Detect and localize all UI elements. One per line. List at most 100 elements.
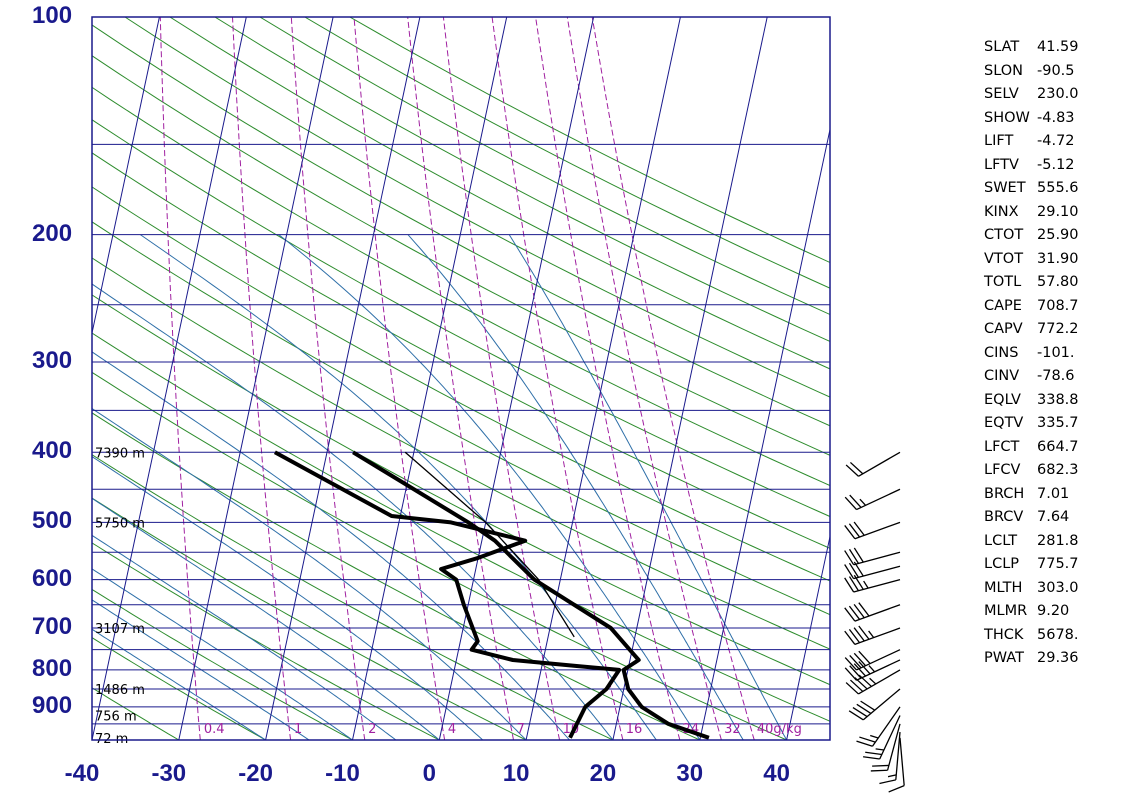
height-label: 3107 m [95,622,145,637]
dry-adiabat [92,186,830,582]
index-name: CINS [984,344,1019,361]
barb-full [870,769,888,772]
index-name: PWAT [984,650,1024,666]
temperature-tick-label: -40 [64,760,100,787]
barb-full [848,576,860,592]
barb-full [845,464,859,477]
mixing-ratio-label: 4 [448,722,456,737]
barb-full [845,682,859,695]
mixing-ratio-label: 1 [294,722,302,737]
parcel-trace [404,451,575,638]
wind-barb [844,659,901,681]
index-value: 57.80 [1037,274,1079,290]
index-name: CAPV [984,321,1023,337]
index-row: MLMR 9.20 [984,600,1097,624]
index-row: CTOT 25.90 [984,224,1097,248]
wind-barb [845,669,901,695]
barb-full [848,562,860,578]
barb-full [844,630,856,645]
pressure-tick-label: 600 [32,564,73,592]
index-value: 25.90 [1037,227,1079,243]
index-row: MLTH 303.0 [984,577,1097,601]
index-value: 775.7 [1037,556,1079,572]
index-name: CTOT [984,227,1024,243]
index-value: 9.20 [1037,603,1070,619]
index-name: EQLV [984,391,1021,408]
index-name: SWET [984,180,1026,196]
index-row: THCK 5678. [984,624,1097,648]
temperature-tick-label: -10 [325,760,360,787]
index-name: VTOT [984,250,1024,267]
dry-adiabat [169,17,830,370]
barb-staff [871,706,901,747]
index-value: 29.36 [1037,650,1079,666]
barb-full [844,607,856,622]
index-row: LIFT -4.72 [984,130,1097,154]
barb-full [848,710,864,721]
index-name: EQTV [984,415,1024,431]
index-name: LCLT [984,532,1018,549]
pressure-tick-label: 500 [32,507,73,535]
index-value: -101. [1037,344,1075,361]
barb-half [869,677,877,685]
index-value: 5678. [1037,626,1079,643]
index-value: 303.0 [1037,579,1079,596]
barb-full [854,677,868,690]
wind-barbs [844,451,905,793]
mixing-ratio-label: 16 [626,722,643,737]
index-value: 31.90 [1037,250,1079,267]
index-row: CAPV 772.2 [984,318,1097,342]
index-name: LFCV [984,462,1021,478]
barb-full [848,523,861,538]
isotherm [786,534,830,740]
barb-full [858,674,872,687]
barb-full [849,461,864,475]
barb-half [868,665,876,673]
pressure-tick-label: 800 [32,654,73,682]
barb-staff [856,649,901,671]
wind-barb [879,731,901,785]
height-label: 756 m [95,710,137,725]
index-row: KINX 29.10 [984,201,1097,225]
temperature-tick-label: 0 [422,760,436,787]
index-name: THCK [984,626,1024,643]
index-row: EQTV 335.7 [984,412,1097,436]
barb-full [888,785,905,793]
temperature-tick-label: 30 [676,760,704,787]
barb-half [887,774,897,778]
isotherm [699,127,830,740]
barb-full [858,625,870,640]
height-label: 5750 m [95,516,145,531]
barb-half [868,630,875,638]
barb-full [859,736,876,743]
height-label: 1486 m [95,683,145,698]
mixing-ratio-label: 2 [368,722,376,737]
barb-staff [853,551,901,566]
dry-adiabat [92,119,830,518]
wind-barb [856,706,901,747]
isotherm [92,17,160,336]
barb-full [853,663,867,677]
wind-barb [863,715,901,760]
index-value: 281.8 [1037,532,1079,549]
isotherm [178,17,334,740]
index-value: -4.72 [1037,133,1075,149]
index-value: 664.7 [1037,438,1079,455]
barb-full [863,756,880,760]
isotherm [438,17,595,740]
barb-staff [853,565,901,580]
index-value: 335.7 [1037,415,1079,431]
index-row: CAPE 708.7 [984,295,1097,319]
wind-barb [844,602,901,622]
mixing-ratio-line [159,17,201,740]
temperature-tick-label: 40 [763,760,790,787]
index-value: 708.7 [1037,297,1079,314]
index-name: LIFT [984,133,1014,149]
barb-staff [854,627,901,646]
barb-full [844,496,857,510]
plot-frame [91,16,831,741]
index-row: LCLP 775.7 [984,553,1097,577]
index-name: BRCH [984,485,1025,502]
barb-staff [853,578,901,593]
